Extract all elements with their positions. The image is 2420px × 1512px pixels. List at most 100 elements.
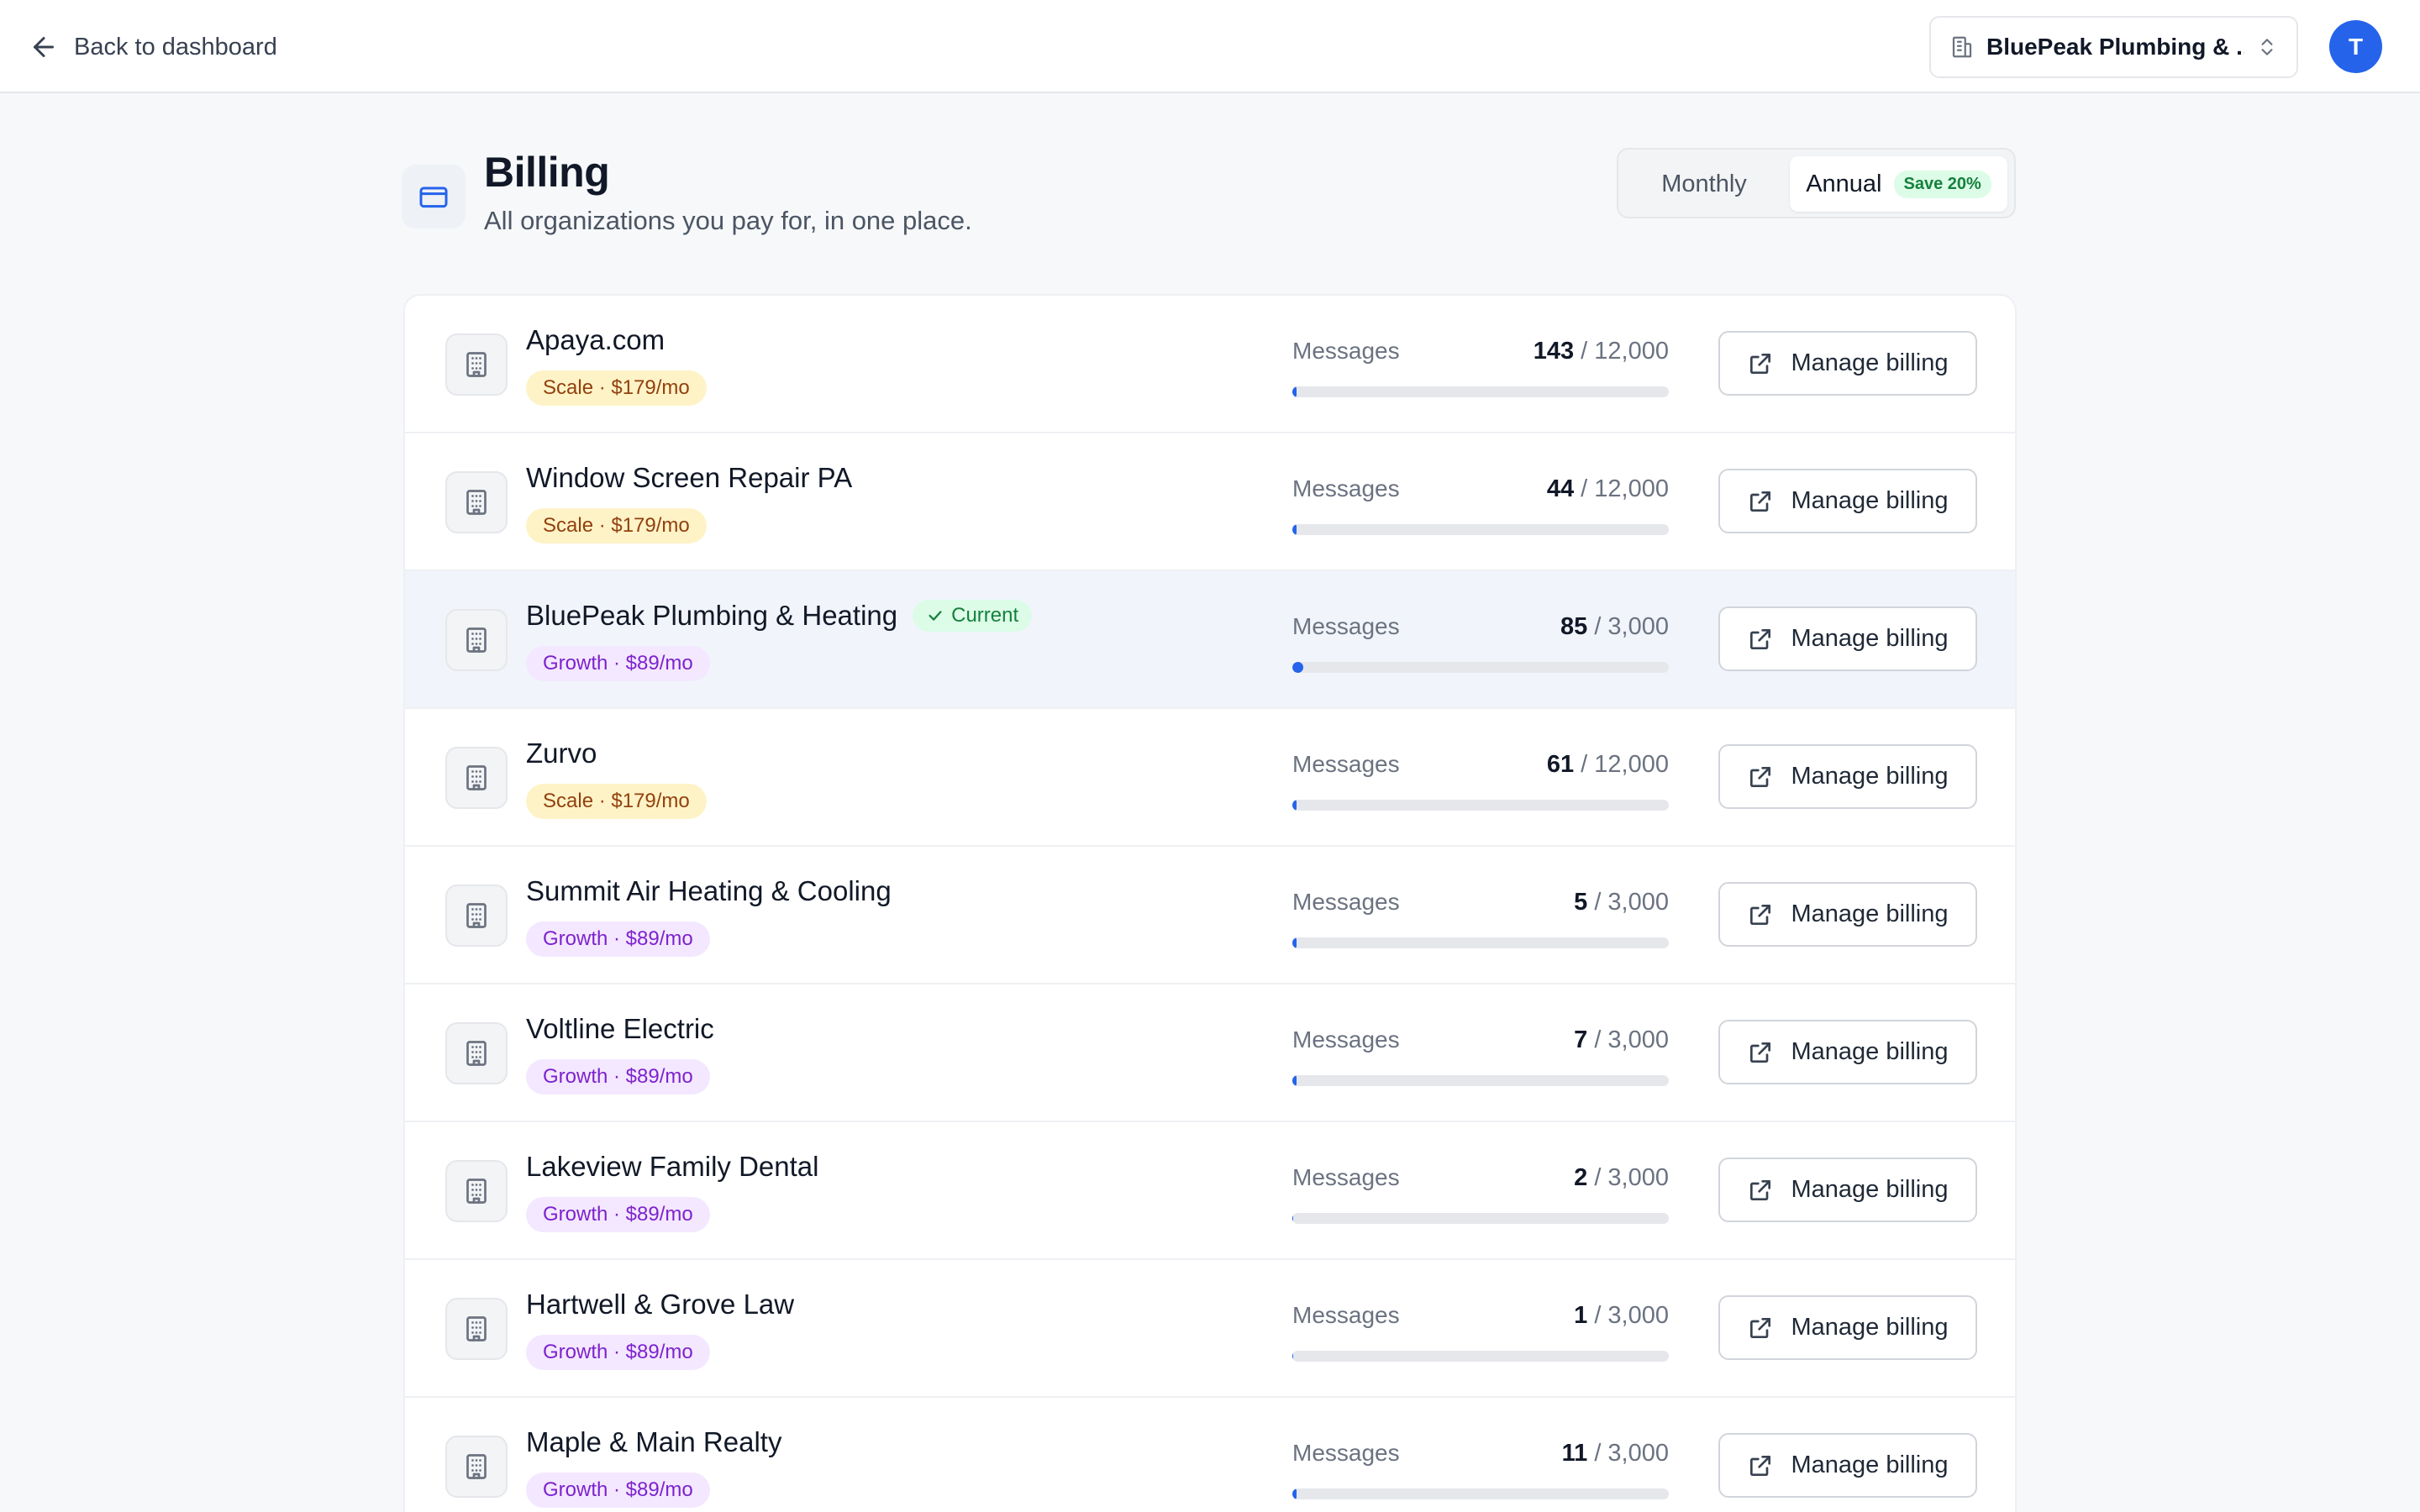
manage-billing-button[interactable]: Manage billing: [1718, 744, 1977, 809]
message-usage: Messages 11 / 3,000: [1292, 1440, 1669, 1499]
external-link-icon: [1750, 628, 1771, 649]
usage-count: 5 / 3,000: [1574, 889, 1669, 916]
usage-progress-fill: [1292, 800, 1297, 811]
page-subtitle: All organizations you pay for, in one pl…: [484, 206, 972, 235]
building-icon: [445, 1160, 508, 1222]
external-link-icon: [1750, 1179, 1771, 1200]
message-usage: Messages 2 / 3,000: [1292, 1164, 1669, 1224]
organization-row: Window Screen Repair PA Scale · $179/mo …: [405, 433, 2015, 571]
back-label: Back to dashboard: [74, 33, 277, 60]
external-link-icon: [1750, 766, 1771, 787]
current-label: Current: [951, 604, 1019, 627]
usage-count: 61 / 12,000: [1547, 751, 1669, 779]
manage-billing-label: Manage billing: [1791, 625, 1949, 652]
manage-billing-label: Manage billing: [1791, 1314, 1949, 1341]
organization-name: Hartwell & Grove Law: [526, 1289, 795, 1320]
organization-name-line: Hartwell & Grove Law: [526, 1289, 794, 1320]
usage-progress-bar: [1292, 1488, 1669, 1499]
organization-name: Maple & Main Realty: [526, 1426, 782, 1457]
manage-billing-label: Manage billing: [1791, 900, 1949, 927]
manage-billing-label: Manage billing: [1791, 487, 1949, 514]
usage-used: 11: [1561, 1440, 1588, 1467]
usage-used: 2: [1574, 1164, 1588, 1191]
manage-billing-button[interactable]: Manage billing: [1718, 1158, 1977, 1222]
usage-progress-fill: [1292, 1488, 1297, 1499]
user-avatar[interactable]: T: [2329, 20, 2382, 73]
organization-name: BluePeak Plumbing & Heating: [526, 600, 898, 631]
message-usage: Messages 1 / 3,000: [1292, 1302, 1669, 1362]
message-usage: Messages 44 / 12,000: [1292, 475, 1669, 535]
usage-count: 143 / 12,000: [1534, 338, 1669, 365]
manage-billing-label: Manage billing: [1791, 1038, 1949, 1065]
usage-count: 2 / 3,000: [1574, 1164, 1669, 1192]
usage-progress-bar: [1292, 800, 1669, 811]
usage-label: Messages: [1292, 889, 1400, 915]
manage-billing-label: Manage billing: [1791, 763, 1949, 790]
usage-count: 85 / 3,000: [1560, 613, 1669, 641]
organization-list: Apaya.com Scale · $179/mo Messages 143 /…: [403, 294, 2017, 1512]
plan-badge: Growth · $89/mo: [526, 1197, 710, 1232]
usage-progress-bar: [1292, 662, 1669, 673]
page-title: Billing: [484, 149, 610, 196]
building-icon: [445, 333, 508, 396]
plan-badge: Scale · $179/mo: [526, 784, 707, 819]
manage-billing-button[interactable]: Manage billing: [1718, 1295, 1977, 1360]
usage-progress-bar: [1292, 1075, 1669, 1086]
usage-count: 7 / 3,000: [1574, 1026, 1669, 1054]
usage-limit: / 12,000: [1581, 475, 1669, 502]
manage-billing-button[interactable]: Manage billing: [1718, 469, 1977, 533]
usage-limit: / 3,000: [1594, 1026, 1669, 1053]
manage-billing-button[interactable]: Manage billing: [1718, 882, 1977, 947]
check-icon: [929, 611, 942, 621]
usage-limit: / 3,000: [1594, 1164, 1669, 1191]
organization-row: Voltline Electric Growth · $89/mo Messag…: [405, 984, 2015, 1122]
manage-billing-button[interactable]: Manage billing: [1718, 606, 1977, 671]
manage-billing-button[interactable]: Manage billing: [1718, 1433, 1977, 1498]
usage-used: 44: [1546, 475, 1575, 502]
message-usage: Messages 5 / 3,000: [1292, 889, 1669, 948]
organization-name-line: Window Screen Repair PA: [526, 462, 852, 494]
manage-billing-label: Manage billing: [1791, 1176, 1949, 1203]
organization-name-line: BluePeak Plumbing & Heating Current: [526, 600, 1033, 632]
organization-name: Lakeview Family Dental: [526, 1151, 819, 1182]
building-icon: [445, 609, 508, 671]
organization-name: Summit Air Heating & Cooling: [526, 875, 892, 906]
message-usage: Messages 85 / 3,000: [1292, 613, 1669, 673]
organization-row: Hartwell & Grove Law Growth · $89/mo Mes…: [405, 1260, 2015, 1398]
manage-billing-button[interactable]: Manage billing: [1718, 1020, 1977, 1084]
back-to-dashboard-link[interactable]: Back to dashboard: [29, 29, 277, 66]
building-icon: [445, 1298, 508, 1360]
organization-name-line: Zurvo: [526, 738, 597, 769]
organization-name-line: Summit Air Heating & Cooling: [526, 875, 892, 907]
plan-badge: Scale · $179/mo: [526, 370, 707, 406]
usage-progress-fill: [1292, 524, 1297, 535]
usage-progress-bar: [1292, 1351, 1669, 1362]
building-icon: [445, 1022, 508, 1084]
usage-label: Messages: [1292, 751, 1400, 777]
organization-switcher-label: BluePeak Plumbing & ...: [1986, 34, 2244, 60]
external-link-icon: [1750, 491, 1771, 512]
usage-count: 1 / 3,000: [1574, 1302, 1669, 1330]
usage-used: 85: [1560, 613, 1588, 640]
manage-billing-button[interactable]: Manage billing: [1718, 331, 1977, 396]
save-badge: Save 20%: [1893, 170, 1991, 198]
monthly-option[interactable]: Monthly: [1661, 170, 1747, 197]
usage-progress-fill: [1292, 386, 1297, 397]
plan-badge: Growth · $89/mo: [526, 1059, 710, 1095]
message-usage: Messages 61 / 12,000: [1292, 751, 1669, 811]
annual-option[interactable]: Annual Save 20%: [1790, 156, 2007, 212]
arrow-left-icon: [34, 37, 54, 57]
plan-badge: Growth · $89/mo: [526, 646, 710, 681]
building-icon: [445, 747, 508, 809]
building-icon: [445, 885, 508, 947]
organization-switcher[interactable]: BluePeak Plumbing & ...: [1929, 16, 2298, 78]
usage-used: 61: [1546, 751, 1575, 778]
organization-name-line: Voltline Electric: [526, 1013, 714, 1045]
usage-limit: / 3,000: [1594, 889, 1669, 916]
external-link-icon: [1750, 904, 1771, 925]
organization-row: Zurvo Scale · $179/mo Messages 61 / 12,0…: [405, 709, 2015, 847]
billing-period-toggle: Monthly Annual Save 20%: [1617, 148, 2016, 218]
usage-limit: / 3,000: [1594, 1302, 1669, 1329]
external-link-icon: [1750, 1042, 1771, 1063]
organization-name: Window Screen Repair PA: [526, 462, 853, 493]
